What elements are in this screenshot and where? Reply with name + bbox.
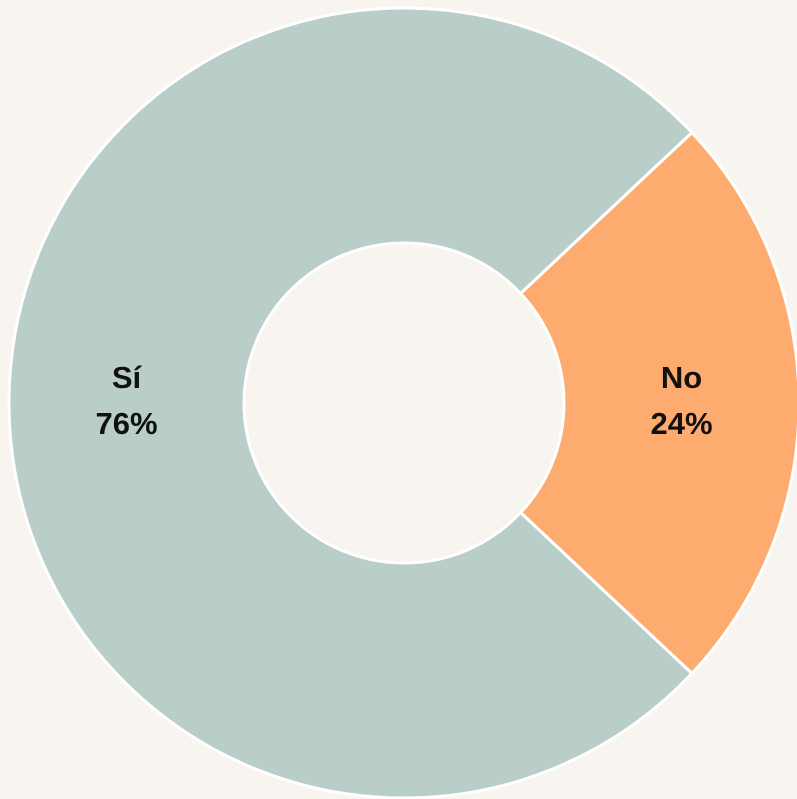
donut-slice — [518, 130, 797, 676]
slice-value-label: 76% — [95, 406, 157, 441]
slice-value-label: 24% — [650, 406, 712, 441]
donut-slice — [7, 6, 695, 799]
slice-category-label: Sí — [112, 360, 143, 395]
slice-category-label: No — [661, 360, 702, 395]
